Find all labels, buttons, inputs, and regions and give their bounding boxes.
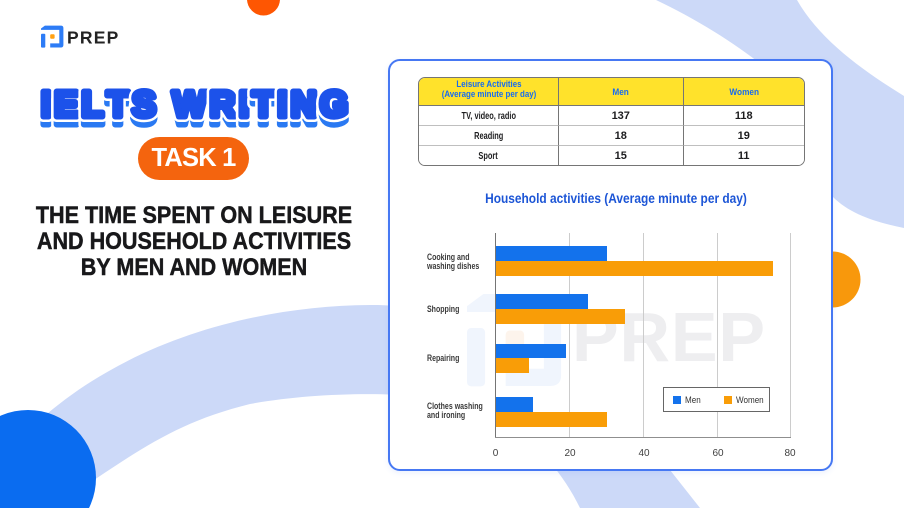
svg-text:L: L	[82, 83, 104, 124]
svg-text:W: W	[173, 83, 207, 124]
svg-text:PREP: PREP	[67, 28, 119, 48]
svg-text:E: E	[54, 91, 78, 132]
svg-text:L: L	[82, 91, 104, 132]
svg-text:G: G	[320, 83, 348, 124]
svg-text:N: N	[291, 83, 317, 124]
svg-text:W: W	[173, 91, 207, 132]
svg-text:S: S	[132, 91, 156, 132]
svg-text:T: T	[252, 91, 274, 132]
svg-text:I: I	[239, 91, 249, 132]
svg-text:T: T	[107, 83, 129, 124]
svg-text:T: T	[252, 83, 274, 124]
svg-text:S: S	[132, 83, 156, 124]
svg-text:N: N	[291, 83, 317, 124]
svg-text:L: L	[82, 83, 104, 124]
svg-text:G: G	[320, 91, 348, 132]
svg-text:S: S	[132, 91, 156, 132]
svg-text:S: S	[132, 83, 156, 124]
svg-text:T: T	[107, 91, 129, 132]
svg-text:E: E	[54, 83, 78, 124]
svg-text:T: T	[252, 83, 274, 124]
svg-text:R: R	[210, 83, 236, 124]
svg-text:I: I	[41, 91, 51, 132]
svg-text:G: G	[320, 83, 348, 124]
svg-text:I: I	[239, 83, 249, 124]
svg-text:R: R	[210, 83, 236, 124]
svg-text:E: E	[54, 91, 78, 132]
svg-text:R: R	[210, 91, 236, 132]
svg-text:L: L	[82, 91, 104, 132]
svg-text:I: I	[277, 91, 287, 132]
svg-text:G: G	[320, 91, 348, 132]
svg-text:E: E	[54, 83, 78, 124]
svg-text:W: W	[173, 91, 207, 132]
svg-text:N: N	[291, 91, 317, 132]
svg-text:W: W	[173, 83, 207, 124]
svg-text:R: R	[210, 91, 236, 132]
svg-text:I: I	[277, 83, 287, 124]
svg-text:N: N	[291, 91, 317, 132]
svg-text:I: I	[41, 83, 51, 124]
svg-text:T: T	[252, 91, 274, 132]
